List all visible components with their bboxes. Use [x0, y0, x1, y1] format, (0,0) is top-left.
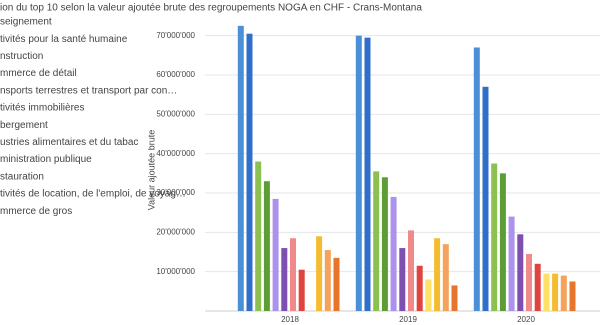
y-tick-label: 10'000'000 — [156, 267, 195, 276]
chart-title: ion du top 10 selon la valeur ajoutée br… — [0, 3, 422, 14]
x-tick-label: 2019 — [399, 315, 417, 324]
y-tick-label: 40'000'000 — [156, 149, 195, 158]
bar — [451, 285, 458, 311]
y-axis-label: Valeur ajoutée brute — [146, 130, 156, 210]
legend-label: tivités immobilières — [0, 103, 84, 114]
legend-label: mmerce de détail — [0, 68, 77, 79]
y-tick-label: 30'000'000 — [156, 188, 195, 197]
legend-label: stauration — [0, 171, 44, 182]
y-tick-label: 70'000'000 — [156, 31, 195, 40]
bar — [473, 47, 480, 311]
bar — [491, 163, 498, 311]
bar — [281, 248, 288, 311]
legend-label: tivités de location, de l'emploi, de voy… — [0, 189, 186, 200]
bar — [482, 86, 489, 311]
legend-label: nsports terrestres et transport par con… — [0, 85, 177, 96]
bar — [534, 263, 541, 311]
x-tick-label: 2020 — [517, 315, 535, 324]
legend-label: bergement — [0, 120, 48, 131]
bar — [408, 230, 414, 311]
bar — [569, 281, 576, 311]
bar — [416, 265, 423, 311]
bar — [364, 37, 371, 312]
bar — [425, 279, 432, 311]
bar — [246, 33, 253, 311]
bar — [390, 196, 397, 311]
bar — [517, 234, 524, 311]
bar — [272, 198, 279, 311]
bar — [526, 253, 532, 311]
bar — [316, 236, 323, 311]
bar — [543, 273, 550, 311]
y-tick-label: 60'000'000 — [156, 70, 195, 79]
legend-label: nstruction — [0, 51, 43, 62]
legend-label: mmerce de gros — [0, 206, 72, 217]
bar — [255, 161, 262, 311]
bar — [355, 35, 362, 312]
bar — [237, 25, 244, 311]
bar — [508, 216, 515, 311]
legend-label: ministration publique — [0, 154, 92, 165]
bar — [552, 273, 559, 311]
legend-label: tivités pour la santé humaine — [0, 34, 128, 45]
bar — [434, 238, 441, 311]
y-tick-label: 50'000'000 — [156, 109, 195, 118]
bar — [373, 171, 380, 311]
bar — [560, 275, 567, 311]
legend-label: seignement — [0, 17, 52, 28]
bar — [442, 244, 449, 311]
bar — [263, 181, 270, 311]
bar — [298, 269, 305, 311]
legend-label: ustries alimentaires et du tabac — [0, 137, 138, 148]
bar — [290, 238, 296, 311]
bar — [324, 250, 331, 311]
bar — [381, 177, 388, 311]
bar — [499, 173, 506, 311]
x-tick-label: 2018 — [281, 315, 299, 324]
y-tick-label: 20'000'000 — [156, 227, 195, 236]
bar — [333, 257, 340, 311]
bar — [399, 248, 406, 311]
